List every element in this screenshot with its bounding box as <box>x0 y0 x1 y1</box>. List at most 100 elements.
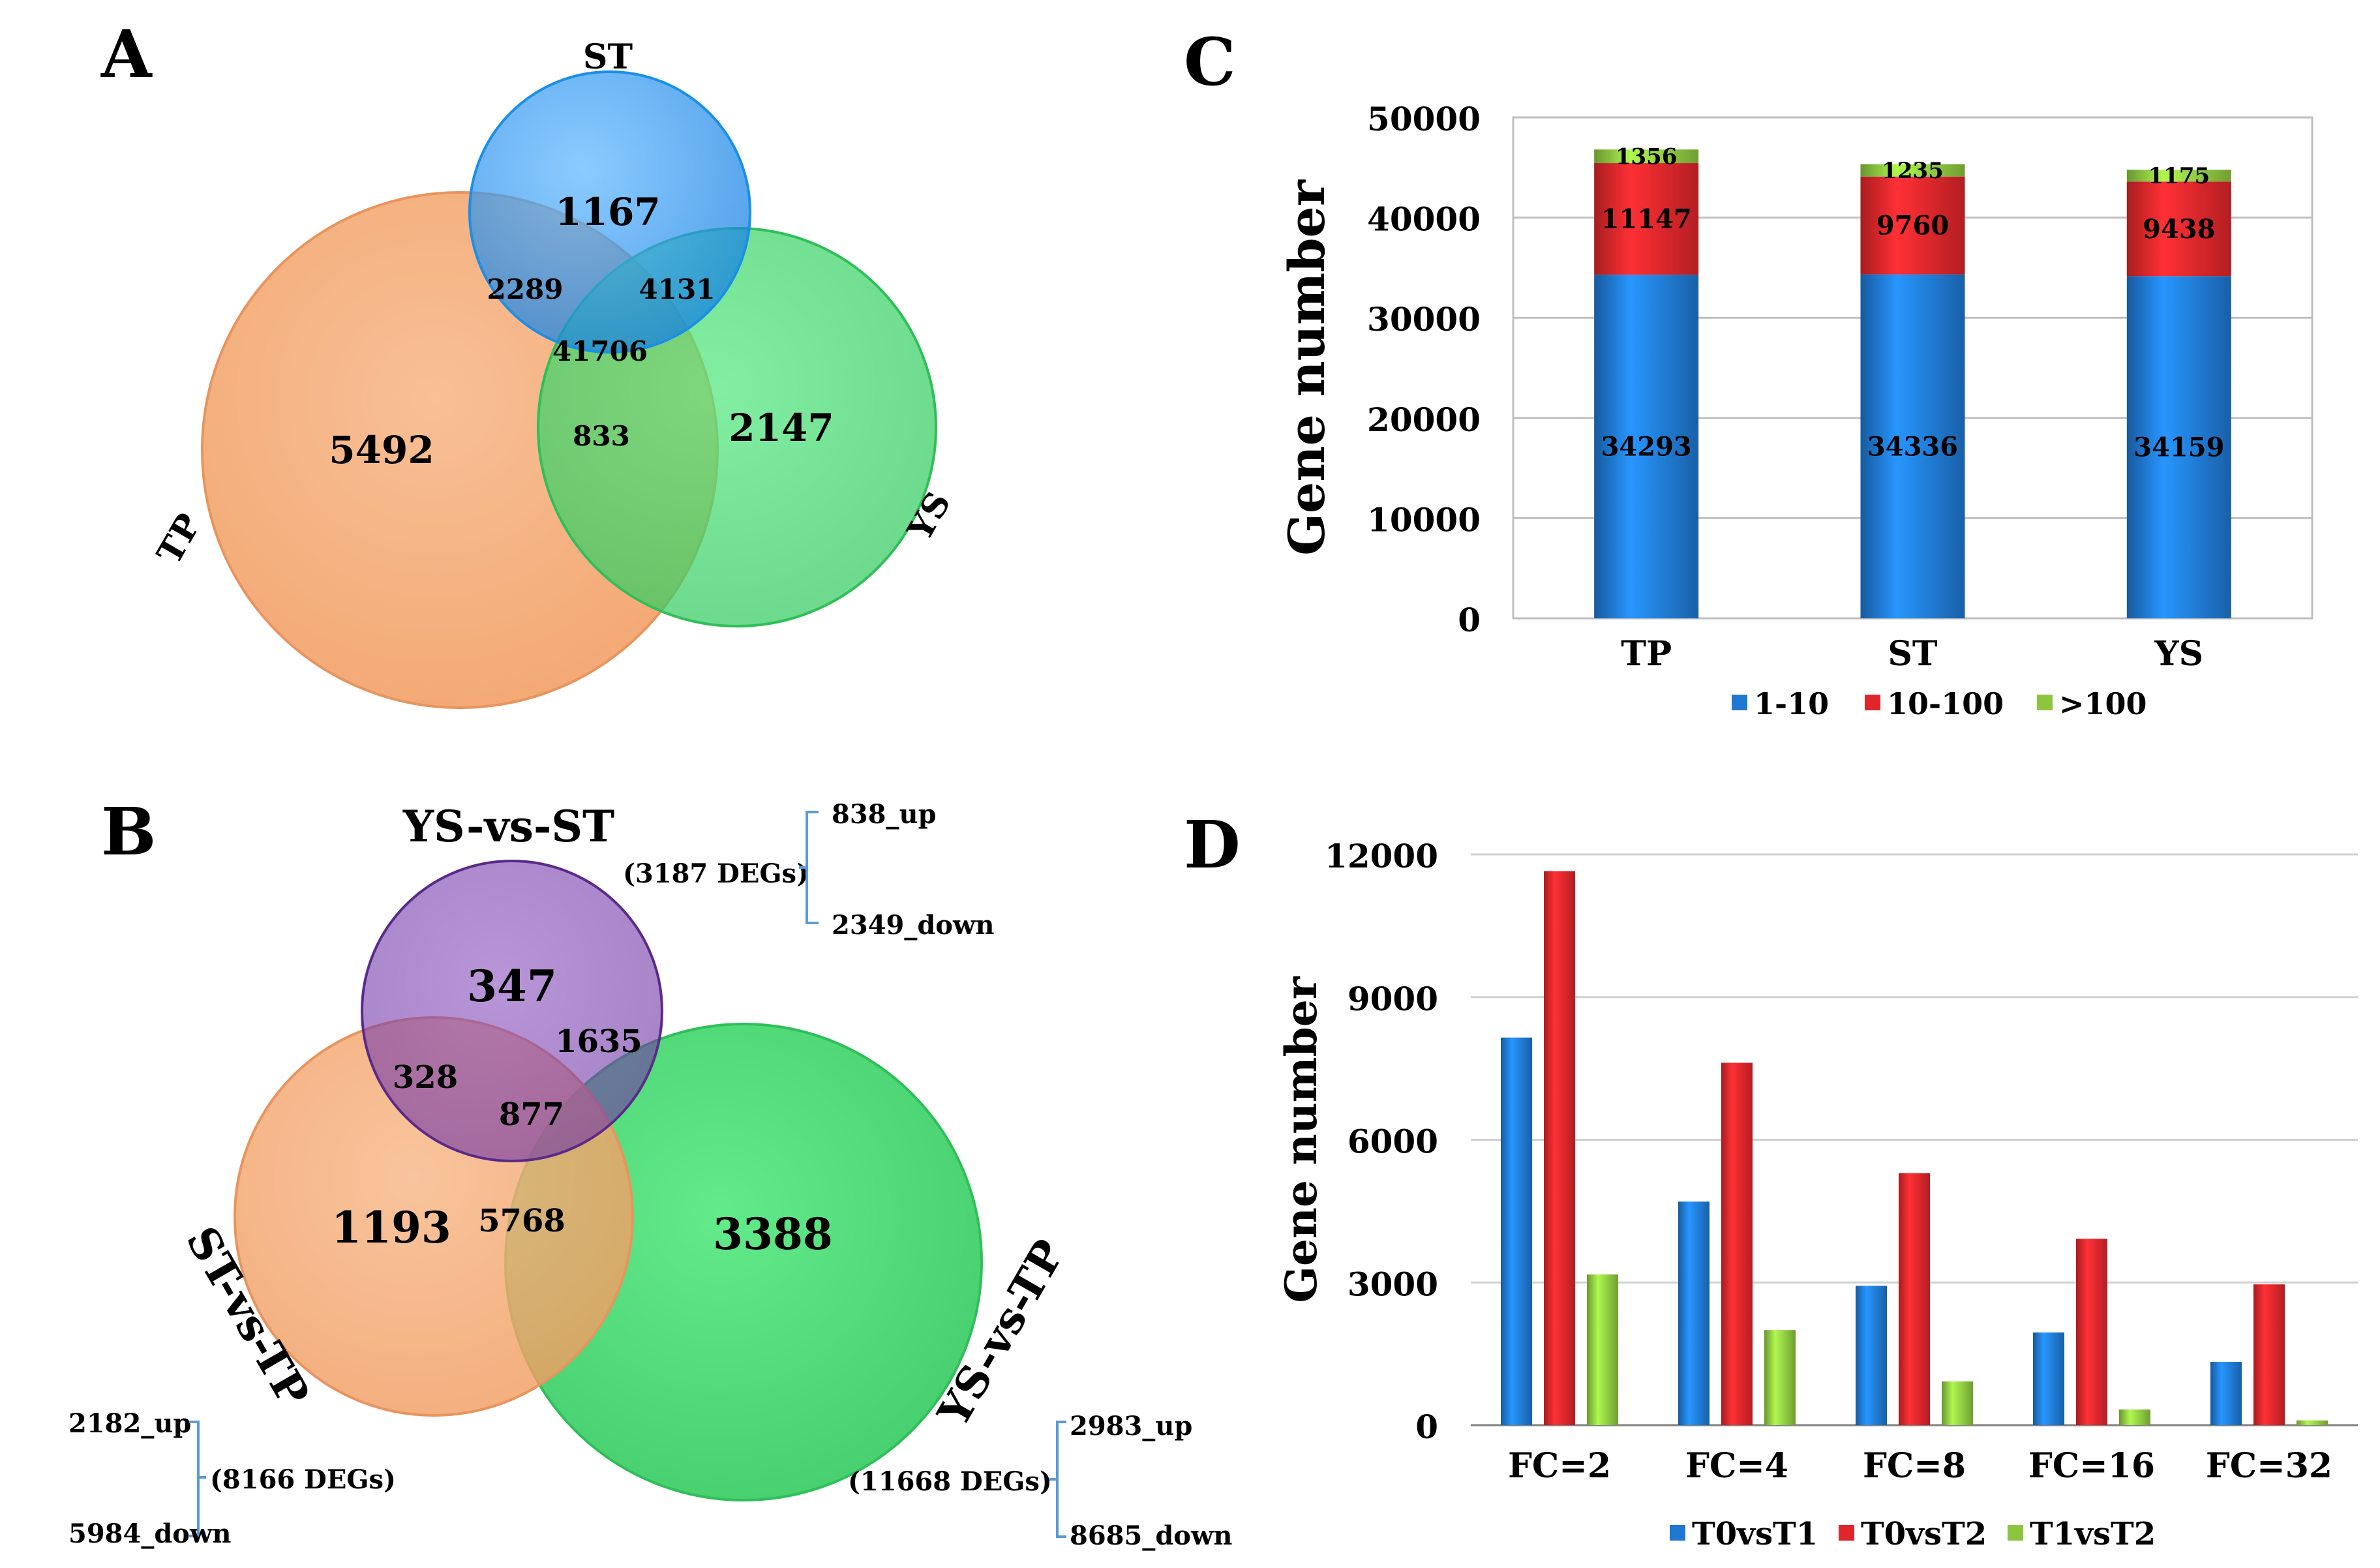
data-label: 11147 <box>1601 204 1692 235</box>
bar <box>1764 1330 1796 1425</box>
data-label: 34159 <box>2133 432 2224 463</box>
y-axis-title: Gene number <box>1278 179 1336 556</box>
legend-swatch <box>1670 1525 1685 1541</box>
y-tick-label: 0 <box>1415 1408 1438 1446</box>
legend-swatch <box>1865 695 1880 710</box>
x-tick-label: FC=4 <box>1685 1446 1788 1486</box>
bar-segment <box>1860 164 1965 177</box>
bar-segment <box>2126 170 2231 182</box>
data-label: 1235 <box>1882 158 1944 184</box>
y-tick-label: 12000 <box>1325 837 1438 875</box>
venn-b-all: 877 <box>499 1096 564 1133</box>
legend-label: 1-10 <box>1754 686 1829 721</box>
x-tick-label: FC=32 <box>2206 1446 2332 1486</box>
bar <box>2076 1239 2107 1425</box>
venn-a-tp-ys: 833 <box>573 420 630 452</box>
data-label: 9438 <box>2143 214 2215 245</box>
bar <box>1678 1201 1710 1425</box>
panel-label-a: A <box>100 16 153 93</box>
legend-label: 10-100 <box>1887 686 2004 721</box>
y-axis-title: Gene number <box>1276 976 1327 1303</box>
bar <box>1501 1037 1532 1425</box>
legend-swatch <box>1732 695 1747 710</box>
venn-b-set-ysst: YS-vs-ST <box>402 801 614 852</box>
bar-segment <box>1860 274 1965 619</box>
panel-label-b: B <box>101 793 157 870</box>
x-tick-label: FC=2 <box>1508 1446 1611 1486</box>
venn-b-sttp-ystp: 5768 <box>478 1203 565 1239</box>
legend-label: >100 <box>2059 686 2147 721</box>
panel-label-c: C <box>1184 23 1236 100</box>
y-tick-label: 3000 <box>1348 1265 1438 1303</box>
legend-label: T1vsT2 <box>2030 1516 2156 1552</box>
venn-a-st-tp: 2289 <box>487 273 564 305</box>
bar <box>2253 1284 2285 1425</box>
bar <box>1544 871 1575 1425</box>
deg-total: (11668 DEGs) <box>848 1466 1052 1497</box>
deg-up: 838_up <box>832 799 937 830</box>
data-label: 1175 <box>2148 163 2210 189</box>
venn-a-set-st: ST <box>583 37 633 77</box>
y-tick-label: 0 <box>1458 601 1481 639</box>
deg-bracket <box>1049 1421 1066 1538</box>
venn-a-all: 41706 <box>552 335 648 367</box>
x-tick-label: YS <box>2154 634 2203 674</box>
deg-bracket <box>189 1421 206 1537</box>
bar-segment <box>1594 275 1699 618</box>
y-tick-label: 40000 <box>1367 200 1481 239</box>
deg-annotation-ystp: (11668 DEGs) 2983_up 8685_down <box>848 1411 1233 1551</box>
venn-b-ysst-only: 347 <box>467 961 557 1012</box>
venn-b: YS-vs-ST ST-vs-TP YS-vs-TP 347 1193 3388… <box>68 799 1233 1551</box>
deg-down: 5984_down <box>68 1518 232 1549</box>
deg-total: (8166 DEGs) <box>210 1464 396 1495</box>
data-label: 1356 <box>1616 144 1678 170</box>
bar-segment <box>2126 181 2231 277</box>
venn-a-st-only: 1167 <box>555 190 660 234</box>
bar-segment <box>1594 163 1699 275</box>
venn-b-circle-ysst <box>361 860 663 1162</box>
venn-a-circle-st <box>468 70 751 354</box>
venn-a-set-tp: TP <box>149 507 209 571</box>
x-tick-label: TP <box>1621 634 1672 674</box>
bar-segment <box>1594 149 1699 164</box>
venn-a-st-ys: 4131 <box>639 273 716 305</box>
y-tick-label: 9000 <box>1348 980 1438 1018</box>
venn-a: ST TP YS 1167 5492 2147 2289 4131 41706 … <box>149 37 959 709</box>
bar <box>1899 1173 1930 1425</box>
y-tick-label: 6000 <box>1348 1123 1438 1161</box>
venn-a-ys-only: 2147 <box>729 406 834 450</box>
deg-annotation-ysst: (3187 DEGs) 838_up 2349_down <box>623 799 995 941</box>
legend-label: T0vsT1 <box>1692 1516 1818 1552</box>
chart-c: 0 10000 20000 30000 40000 50000 Gene number 342… <box>1278 100 2313 721</box>
bar <box>1942 1381 1973 1425</box>
data-label: 34336 <box>1867 431 1958 462</box>
legend-swatch <box>2008 1525 2023 1541</box>
deg-down: 2349_down <box>832 910 995 941</box>
bar <box>2297 1420 2328 1425</box>
deg-annotation-sttp: 2182_up (8166 DEGs) 5984_down <box>68 1408 396 1549</box>
deg-total: (3187 DEGs) <box>623 858 809 889</box>
deg-up: 2182_up <box>68 1408 191 1439</box>
legend-swatch <box>2037 695 2053 710</box>
data-label: 9760 <box>1876 211 1949 241</box>
deg-bracket <box>799 811 819 924</box>
panel-label-d: D <box>1184 806 1241 883</box>
y-tick-label: 30000 <box>1367 300 1481 339</box>
legend-swatch <box>1839 1525 1854 1541</box>
x-tick-label: ST <box>1888 634 1938 674</box>
venn-b-ystp-only: 3388 <box>713 1209 833 1259</box>
chart-d: 0 3000 6000 9000 12000 Gene number FC=2 FC=4 FC=… <box>1276 837 2358 1552</box>
bar-segment <box>1860 176 1965 275</box>
venn-b-ysst-sttp: 328 <box>393 1059 458 1096</box>
bar <box>1856 1286 1887 1425</box>
legend-label: T0vsT2 <box>1861 1516 1987 1552</box>
bar-segment <box>2126 276 2231 618</box>
x-tick-label: FC=16 <box>2028 1446 2155 1486</box>
bar <box>2033 1332 2064 1425</box>
bar <box>1721 1063 1753 1425</box>
data-label: 34293 <box>1601 432 1692 462</box>
venn-a-tp-only: 5492 <box>329 428 434 472</box>
deg-down: 8685_down <box>1070 1520 1233 1551</box>
venn-b-ysst-ystp: 1635 <box>555 1023 642 1060</box>
